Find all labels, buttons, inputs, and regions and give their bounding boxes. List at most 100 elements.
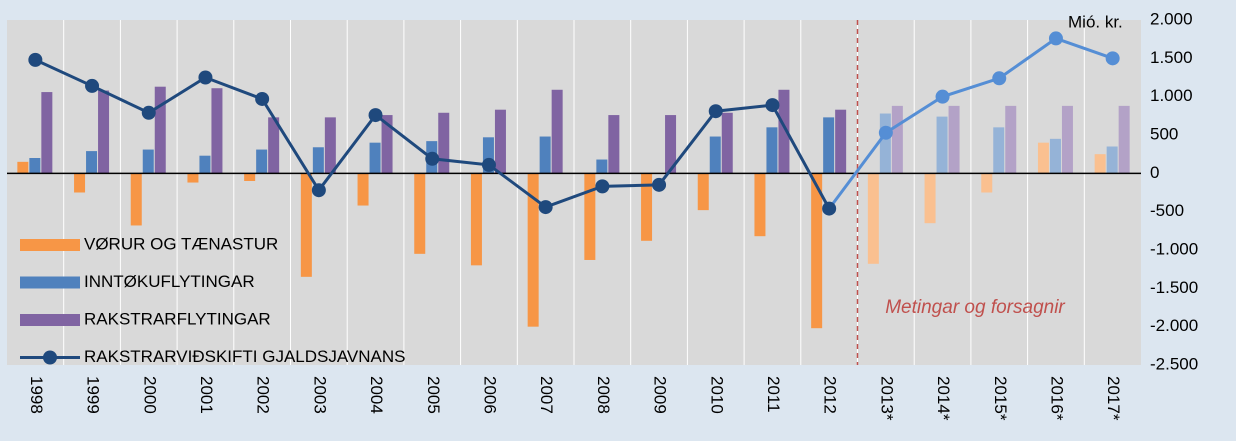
bar	[584, 173, 596, 260]
bar	[811, 173, 823, 329]
y-tick-label: 1.500	[1150, 48, 1193, 67]
marker	[822, 201, 837, 216]
bar	[823, 117, 835, 174]
bar	[1005, 105, 1017, 174]
marker	[878, 125, 893, 140]
bar	[142, 149, 154, 174]
x-tick-label: 1998	[27, 376, 46, 414]
bar	[414, 173, 426, 254]
bar	[494, 109, 506, 174]
annotation: Metingar og forsagnir	[885, 297, 1065, 318]
x-tick-label: 2009	[651, 376, 670, 414]
marker	[595, 179, 610, 194]
bar	[1049, 138, 1061, 174]
y-tick-label: -1.000	[1150, 239, 1198, 258]
x-tick-label: 2007	[537, 376, 556, 414]
bar	[981, 173, 993, 193]
bar	[709, 136, 721, 174]
legend-swatch	[20, 314, 80, 326]
legend-label: INNTØKUFLYTINGAR	[84, 272, 255, 291]
bar	[766, 127, 778, 174]
bar	[357, 173, 369, 206]
x-tick-label: 2013*	[877, 376, 896, 421]
legend-label: RAKSTRARFLYTINGAR	[84, 309, 271, 328]
marker	[85, 78, 100, 93]
x-tick-label: 2017*	[1104, 376, 1123, 421]
bar	[948, 105, 960, 174]
marker	[368, 108, 383, 123]
bar	[608, 115, 620, 174]
bar	[470, 173, 482, 266]
bar	[778, 89, 790, 174]
bar	[211, 88, 223, 174]
y-tick-label: -2.000	[1150, 316, 1198, 335]
bar	[924, 173, 936, 224]
bar	[187, 173, 199, 183]
legend-swatch	[20, 239, 80, 251]
bar	[551, 89, 563, 174]
x-tick-label: 2002	[254, 376, 273, 414]
bar	[268, 117, 280, 174]
bar	[381, 115, 393, 174]
marker	[481, 157, 496, 172]
bar	[98, 90, 110, 174]
bar	[369, 142, 381, 174]
bar	[936, 116, 948, 174]
x-tick-label: 1999	[84, 376, 103, 414]
marker	[1105, 51, 1120, 66]
bar	[754, 173, 766, 237]
bar	[596, 159, 608, 174]
marker	[255, 91, 270, 106]
bar	[29, 158, 41, 174]
bar	[154, 86, 166, 174]
bar	[324, 117, 336, 174]
bar	[1061, 105, 1073, 174]
marker	[1048, 31, 1063, 46]
marker	[765, 98, 780, 113]
bar	[482, 137, 494, 174]
marker	[992, 71, 1007, 86]
bar	[1106, 146, 1118, 174]
x-tick-label: 2011	[764, 376, 783, 413]
x-tick-label: 2008	[594, 376, 613, 414]
y-tick-label: 1.000	[1150, 86, 1193, 105]
bar	[1037, 142, 1049, 174]
bar	[438, 112, 450, 174]
bar	[130, 173, 142, 226]
bar	[697, 173, 709, 211]
legend-swatch	[43, 350, 57, 365]
y-tick-label: 0	[1150, 163, 1159, 182]
bar	[879, 113, 891, 174]
x-tick-label: 2016*	[1047, 376, 1066, 421]
bar	[835, 109, 847, 174]
x-tick-label: 2012	[821, 376, 840, 414]
y-tick-label: -2.500	[1150, 354, 1198, 373]
bar	[993, 127, 1005, 174]
marker	[141, 105, 156, 120]
bar	[721, 112, 733, 174]
x-tick-label: 2003	[310, 376, 329, 414]
y-tick-label: 500	[1150, 124, 1178, 143]
marker	[935, 89, 950, 104]
x-tick-label: 2004	[367, 376, 386, 414]
x-tick-label: 2014*	[934, 376, 953, 421]
bar	[300, 173, 312, 277]
y-tick-label: 2.000	[1150, 9, 1193, 28]
marker	[708, 104, 723, 119]
bar	[244, 173, 256, 181]
x-tick-label: 2000	[140, 376, 159, 414]
x-tick-label: 2001	[197, 376, 216, 414]
bar	[86, 151, 98, 174]
bar	[539, 136, 551, 174]
legend-swatch	[20, 276, 80, 289]
x-tick-label: 2006	[480, 376, 499, 414]
bar	[1094, 154, 1106, 174]
marker	[198, 70, 213, 85]
y-tick-label: -500	[1150, 201, 1184, 220]
x-tick-label: 2015*	[991, 376, 1010, 421]
unit-label: Mió. kr.	[1068, 12, 1123, 31]
bar	[527, 173, 539, 327]
bar	[41, 92, 53, 174]
bar	[199, 155, 211, 174]
